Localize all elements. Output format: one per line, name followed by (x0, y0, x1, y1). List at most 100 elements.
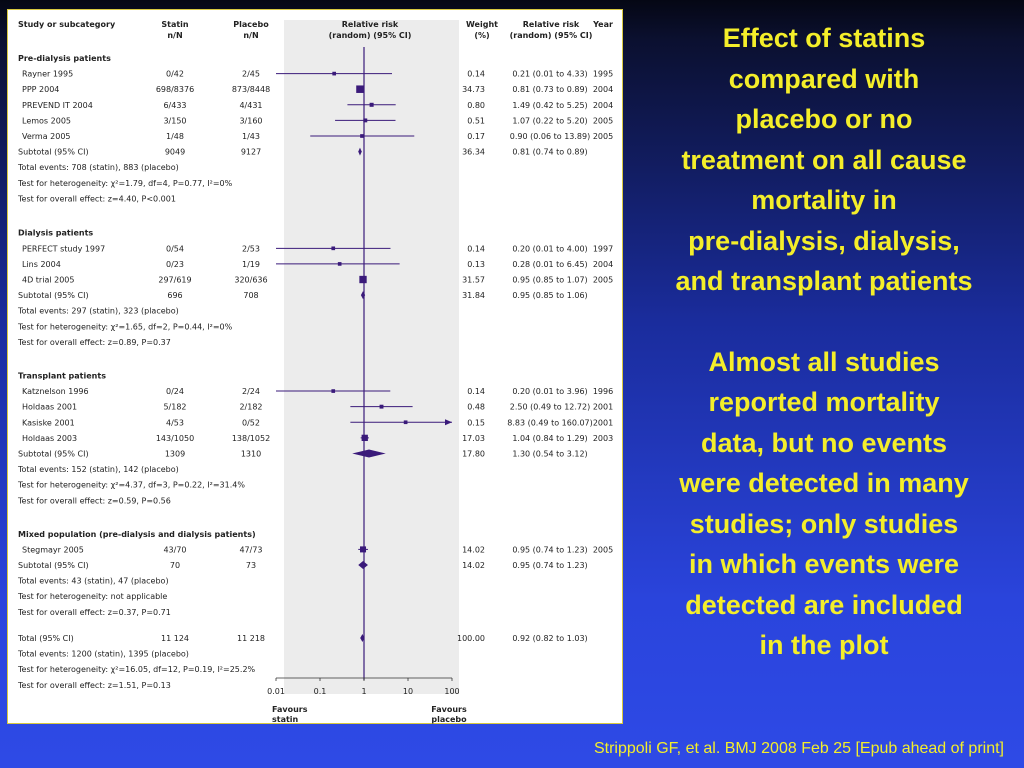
x-axis-tick-label: 0.1 (314, 687, 327, 696)
placebo-events: 1/43 (242, 132, 260, 141)
study-year: 2001 (593, 418, 613, 427)
placebo-events: 873/8448 (232, 85, 270, 94)
study-weight: 0.17 (467, 132, 485, 141)
subtotal-label: Subtotal (95% CI) (18, 449, 89, 458)
subtotal-weight: 14.02 (462, 561, 485, 570)
slide-paragraph-effect: Effect of statins compared with placebo … (634, 18, 1014, 302)
slide-line: in the plot (759, 630, 889, 660)
subtotal-statin: 9049 (165, 148, 185, 157)
header-statin: Statin (161, 20, 189, 29)
slide-line: treatment on all cause (681, 144, 967, 175)
statin-events: 0/54 (166, 244, 184, 253)
study-square-marker (356, 85, 364, 93)
favours-statin-label-2: statin (272, 715, 299, 724)
subtotal-statin: 1309 (165, 449, 185, 458)
study-arrow-right (445, 419, 452, 426)
study-name: Kasiske 2001 (22, 418, 75, 427)
study-year: 2005 (593, 276, 613, 285)
study-name: Stegmayr 2005 (22, 545, 84, 554)
total-statin: 11 124 (161, 634, 189, 643)
study-square-marker (369, 102, 374, 107)
slide-line: reported mortality (708, 387, 940, 417)
study-weight: 0.80 (467, 101, 485, 110)
section-stat: Test for overall effect: z=4.40, P<0.001 (17, 194, 176, 203)
subtotal-label: Subtotal (95% CI) (18, 148, 89, 157)
total-label: Total (95% CI) (17, 634, 74, 643)
slide-line: pre-dialysis, dialysis, (688, 225, 960, 256)
study-ci-text: 0.20 (0.01 to 4.00) (512, 244, 587, 253)
total-ci-text: 0.92 (0.82 to 1.03) (512, 634, 587, 643)
placebo-events: 2/53 (242, 244, 260, 253)
header-relative-risk-text: Relative risk (523, 20, 580, 29)
study-name: Holdaas 2001 (22, 403, 77, 412)
section-stat: Test for heterogeneity: not applicable (17, 592, 167, 601)
study-weight: 14.02 (462, 545, 485, 554)
subtotal-placebo: 9127 (241, 148, 261, 157)
study-year: 2001 (593, 403, 613, 412)
slide-line: Effect of statins (722, 23, 926, 53)
statin-events: 297/619 (158, 276, 191, 285)
section-stat: Test for heterogeneity: χ²=1.65, df=2, P… (17, 322, 233, 331)
subtotal-diamond (358, 147, 362, 156)
study-square-marker (403, 420, 408, 425)
total-stat: Test for overall effect: z=1.51, P=0.13 (17, 681, 171, 690)
statin-events: 1/48 (166, 132, 184, 141)
study-year: 2004 (593, 85, 613, 94)
statin-events: 4/53 (166, 418, 184, 427)
placebo-events: 47/73 (239, 545, 262, 554)
section-stat: Test for overall effect: z=0.59, P=0.56 (17, 496, 171, 505)
study-square-marker (331, 246, 336, 251)
subtotal-diamond (352, 449, 386, 458)
study-square-marker (361, 434, 368, 442)
study-square-marker (379, 404, 384, 409)
statin-events: 0/23 (166, 260, 184, 269)
study-square-marker (359, 275, 367, 284)
slide-line: and transplant patients (675, 266, 973, 296)
section-stat: Test for overall effect: z=0.37, P=0.71 (17, 608, 171, 617)
slide-text: Effect of statins compared with placebo … (634, 18, 1014, 666)
study-year: 2005 (593, 116, 613, 125)
total-stat: Test for heterogeneity: χ²=16.05, df=12,… (17, 665, 256, 674)
section-title: Pre-dialysis patients (18, 54, 111, 63)
statin-events: 6/433 (163, 101, 186, 110)
slide-line: mortality in (751, 185, 897, 215)
subtotal-statin: 70 (170, 561, 180, 570)
study-ci-text: 1.04 (0.84 to 1.29) (512, 434, 587, 443)
header-relative-risk-ci: (random) (95% CI) (329, 31, 412, 40)
total-weight: 100.00 (457, 634, 485, 643)
section-stat: Test for overall effect: z=0.89, P=0.37 (17, 338, 171, 347)
study-name: PPP 2004 (22, 85, 59, 94)
favours-placebo-label: Favours (431, 705, 467, 714)
subtotal-diamond (358, 561, 368, 569)
total-placebo: 11 218 (237, 634, 265, 643)
favours-placebo-label-2: placebo (431, 715, 467, 724)
header-year: Year (592, 20, 613, 29)
subtotal-label: Subtotal (95% CI) (18, 561, 89, 570)
slide-line: were detected in many (679, 468, 969, 498)
subtotal-weight: 17.80 (462, 449, 485, 458)
placebo-events: 1/19 (242, 260, 260, 269)
subtotal-weight: 31.84 (462, 291, 485, 300)
study-ci-text: 1.49 (0.42 to 5.25) (512, 101, 587, 110)
statin-events: 0/24 (166, 387, 184, 396)
placebo-events: 2/24 (242, 387, 260, 396)
forest-plot-svg: Study or subcategory Statin n/N Placebo n/N R… (17, 20, 613, 724)
section-stat: Total events: 43 (statin), 47 (placebo) (17, 577, 169, 586)
x-axis-tick-label: 0.01 (267, 687, 285, 696)
study-year: 2004 (593, 101, 613, 110)
header-study: Study or subcategory (18, 20, 116, 29)
study-ci-text: 0.95 (0.85 to 1.07) (512, 276, 587, 285)
header-statin-n: n/N (167, 31, 182, 40)
section-stat: Total events: 708 (statin), 883 (placebo… (17, 163, 179, 172)
header-relative-risk: Relative risk (342, 20, 399, 29)
study-square-marker (360, 134, 364, 138)
study-square-marker (360, 546, 367, 553)
header-weight-unit: (%) (474, 31, 489, 40)
study-name: PREVEND IT 2004 (22, 101, 93, 110)
study-name: Lins 2004 (22, 260, 61, 269)
placebo-events: 2/45 (242, 70, 260, 79)
header-placebo-n: n/N (243, 31, 258, 40)
study-weight: 0.48 (467, 403, 485, 412)
study-weight: 0.14 (467, 70, 485, 79)
study-ci-text: 8.83 (0.49 to 160.07) (507, 418, 593, 427)
